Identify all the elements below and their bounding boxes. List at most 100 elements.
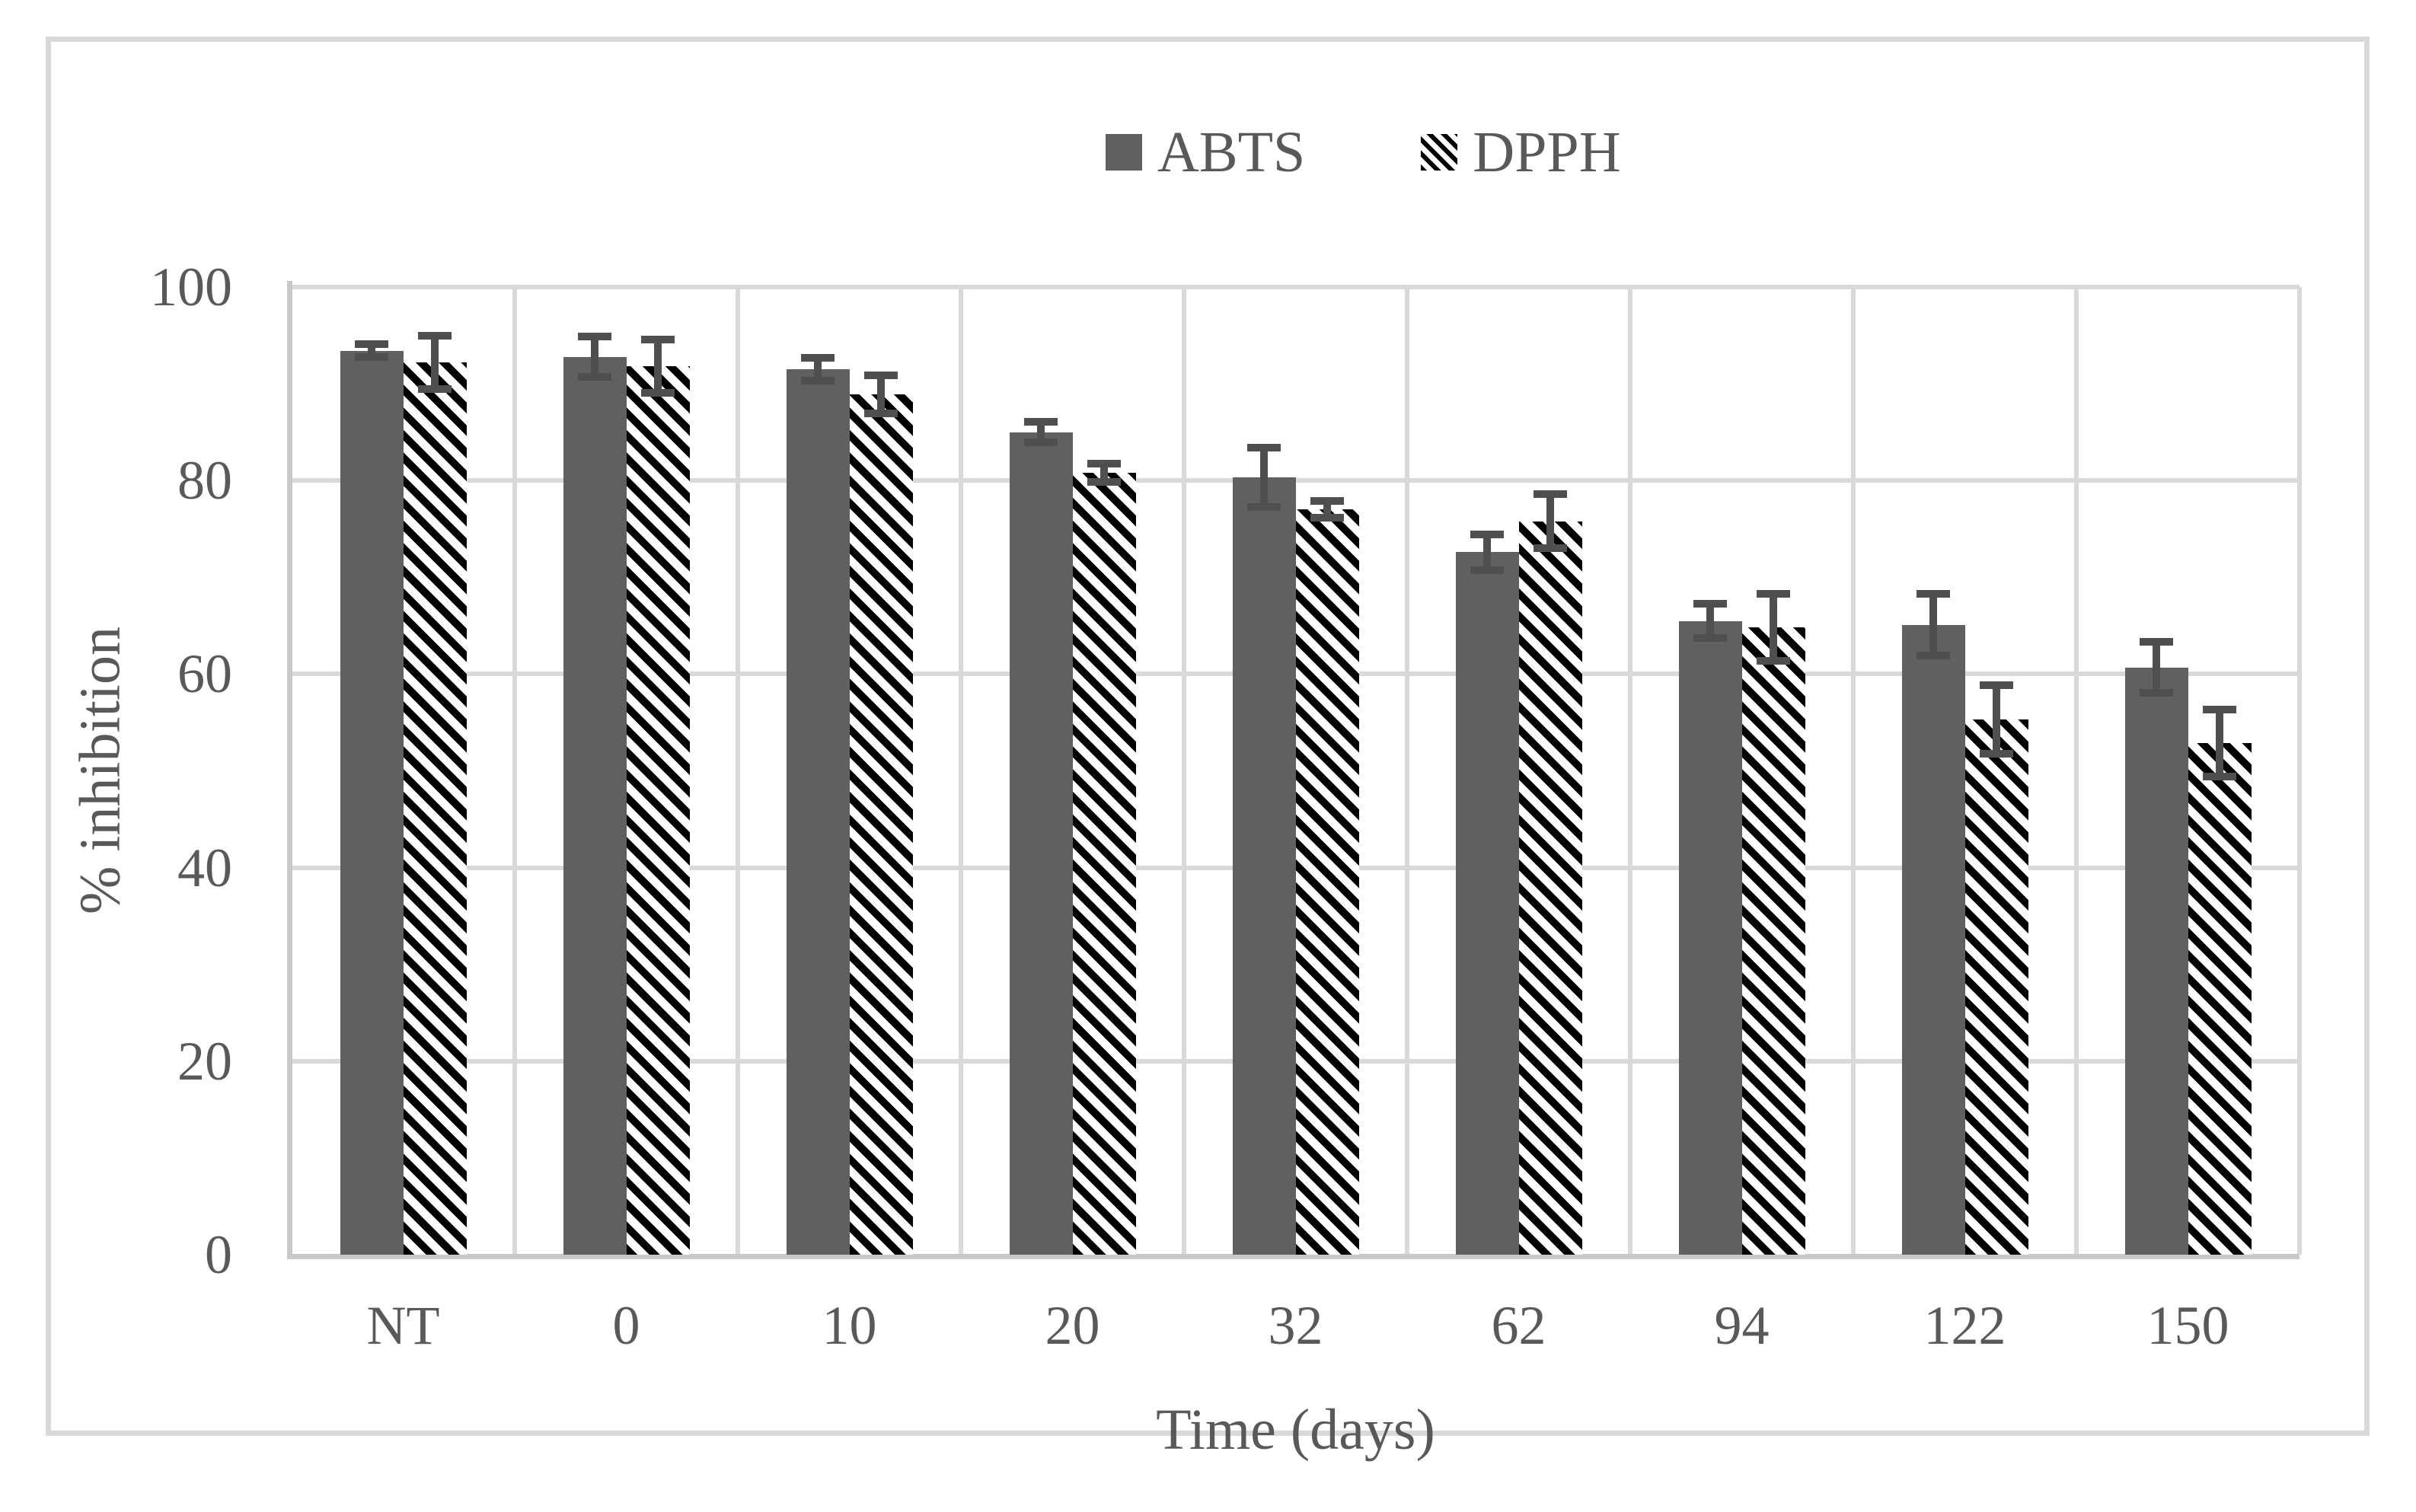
error-bar-cap-top-dpph-150 [2203, 705, 2236, 713]
error-bar-cap-top-abts-10 [801, 354, 835, 362]
bar-abts-32 [1232, 477, 1296, 1255]
bar-dpph-94 [1741, 627, 1805, 1255]
y-tick-label-40: 40 [177, 837, 232, 898]
bar-dpph-32 [1295, 509, 1359, 1255]
error-bar-dpph-150 [2216, 707, 2223, 779]
error-bar-cap-bottom-abts-10 [801, 376, 835, 384]
error-bar-cap-top-abts-94 [1693, 600, 1727, 608]
x-tick-label-NT: NT [366, 1295, 440, 1356]
gridline-x-2 [736, 287, 740, 1255]
bar-abts-0 [563, 356, 627, 1255]
y-tick-label-20: 20 [177, 1030, 232, 1092]
x-tick-label-94: 94 [1714, 1295, 1770, 1356]
error-bar-abts-0 [591, 334, 598, 379]
error-bar-cap-bottom-dpph-122 [1980, 750, 2013, 758]
y-tick-label-60: 60 [177, 643, 232, 705]
error-bar-cap-bottom-abts-20 [1024, 439, 1058, 447]
error-bar-cap-top-abts-0 [578, 333, 611, 341]
error-bar-cap-top-dpph-20 [1087, 459, 1121, 467]
gridline-x-9 [2297, 287, 2302, 1255]
error-bar-abts-10 [814, 356, 822, 383]
error-bar-abts-32 [1260, 445, 1268, 510]
error-bar-abts-150 [2153, 639, 2160, 696]
error-bar-cap-bottom-dpph-62 [1534, 544, 1567, 552]
legend: ABTS DPPH [1106, 120, 1621, 184]
error-bar-cap-bottom-abts-0 [578, 372, 611, 381]
error-bar-dpph-32 [1323, 499, 1331, 521]
x-tick-label-32: 32 [1268, 1295, 1323, 1356]
bar-dpph-122 [1964, 719, 2028, 1255]
gridline-x-8 [2074, 287, 2079, 1255]
x-tick-label-62: 62 [1491, 1295, 1546, 1356]
figure-border [46, 37, 2370, 1436]
error-bar-cap-bottom-dpph-10 [864, 410, 898, 418]
bar-abts-150 [2124, 667, 2188, 1255]
bar-abts-10 [786, 369, 850, 1255]
plot-area: 0 20 40 60 80 100 NT 0 10 20 32 62 94 122 150 [150, 257, 2302, 1356]
legend-label-dpph: DPPH [1473, 120, 1621, 184]
y-tick-label-80: 80 [177, 450, 232, 512]
legend-item-dpph: DPPH [1421, 120, 1621, 184]
legend-item-abts: ABTS [1106, 120, 1306, 184]
error-bar-cap-top-abts-32 [1247, 444, 1281, 452]
y-tick-label-0: 0 [205, 1224, 232, 1285]
error-bar-cap-top-abts-20 [1024, 418, 1058, 426]
bar-abts-NT [340, 350, 404, 1255]
error-bar-abts-122 [1929, 592, 1937, 658]
error-bar-cap-bottom-abts-150 [2140, 689, 2173, 697]
error-bar-cap-bottom-abts-32 [1247, 503, 1281, 512]
error-bar-cap-bottom-abts-122 [1917, 651, 1950, 659]
x-tick-label-0: 0 [612, 1295, 640, 1356]
error-bar-cap-top-abts-122 [1917, 590, 1950, 598]
error-bar-cap-bottom-dpph-32 [1310, 514, 1344, 522]
error-bar-cap-bottom-dpph-94 [1757, 657, 1790, 665]
error-bar-cap-top-dpph-10 [864, 372, 898, 380]
gridline-y-80 [292, 478, 2300, 483]
error-bar-dpph-20 [1100, 461, 1108, 485]
error-bar-abts-62 [1483, 531, 1491, 573]
error-bar-cap-top-dpph-NT [418, 332, 452, 340]
gridline-x-7 [1851, 287, 1856, 1255]
bar-abts-122 [1901, 624, 1965, 1255]
x-axis-line [287, 1254, 2300, 1259]
error-bar-cap-bottom-abts-62 [1470, 566, 1504, 574]
x-tick-label-122: 122 [1923, 1295, 2006, 1356]
gridline-x-3 [959, 287, 963, 1255]
dpph-swatch-icon [1421, 134, 1458, 171]
gridline-y-100 [292, 285, 2300, 289]
error-bar-dpph-0 [654, 337, 662, 396]
error-bar-cap-bottom-abts-94 [1693, 633, 1727, 642]
error-bar-abts-94 [1706, 601, 1714, 640]
bar-dpph-62 [1518, 521, 1582, 1255]
gridline-x-4 [1182, 287, 1186, 1255]
bar-abts-94 [1678, 620, 1742, 1255]
x-tick-label-150: 150 [2146, 1295, 2229, 1356]
legend-label-abts: ABTS [1157, 120, 1306, 184]
error-bar-cap-top-dpph-122 [1980, 681, 2013, 689]
abts-swatch-icon [1106, 134, 1142, 171]
error-bar-abts-NT [368, 342, 375, 360]
error-bar-abts-20 [1037, 419, 1045, 445]
error-bar-cap-bottom-dpph-0 [641, 389, 675, 397]
y-axis-line [287, 281, 292, 1259]
error-bar-cap-top-dpph-32 [1310, 497, 1344, 506]
bar-dpph-20 [1072, 473, 1136, 1255]
bar-abts-20 [1009, 432, 1073, 1255]
bar-dpph-NT [403, 362, 467, 1255]
bar-abts-62 [1455, 552, 1519, 1255]
y-tick-label-100: 100 [150, 257, 232, 317]
error-bar-dpph-62 [1546, 492, 1554, 550]
gridline-x-6 [1628, 287, 1632, 1255]
bar-dpph-150 [2188, 742, 2252, 1255]
error-bar-cap-bottom-dpph-150 [2203, 772, 2236, 780]
error-bar-cap-top-abts-150 [2140, 637, 2173, 646]
error-bar-dpph-94 [1770, 592, 1777, 664]
error-bar-cap-top-dpph-0 [641, 336, 675, 344]
error-bar-cap-top-abts-NT [355, 340, 388, 349]
error-bar-cap-bottom-dpph-20 [1087, 478, 1121, 486]
error-bar-cap-top-dpph-62 [1534, 490, 1567, 499]
error-bar-cap-bottom-abts-NT [355, 353, 388, 362]
error-bar-dpph-10 [877, 373, 885, 416]
gridline-x-5 [1405, 287, 1409, 1255]
error-bar-cap-bottom-dpph-NT [418, 385, 452, 394]
